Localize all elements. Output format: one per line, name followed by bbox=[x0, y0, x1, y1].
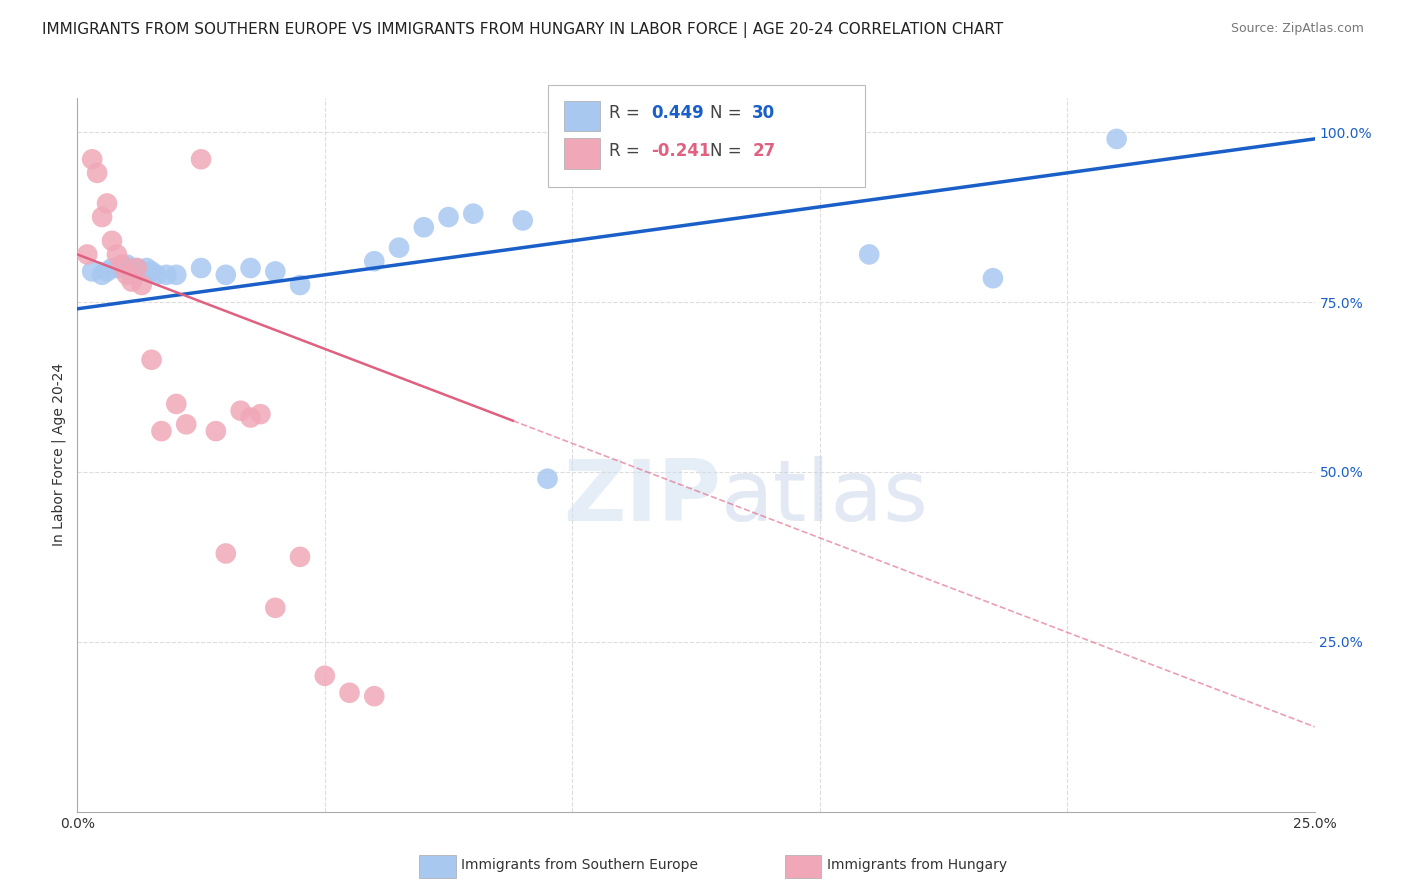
Point bbox=[239, 410, 262, 425]
Text: N =: N = bbox=[710, 104, 747, 122]
Text: Source: ZipAtlas.com: Source: ZipAtlas.com bbox=[1230, 22, 1364, 36]
Point bbox=[82, 153, 104, 167]
Text: atlas: atlas bbox=[721, 456, 929, 540]
Point bbox=[536, 472, 558, 486]
Point bbox=[412, 220, 434, 235]
Point bbox=[205, 424, 228, 438]
Point bbox=[981, 271, 1004, 285]
Text: N =: N = bbox=[710, 142, 747, 160]
Point bbox=[229, 403, 252, 417]
Point bbox=[314, 669, 336, 683]
Point bbox=[190, 260, 212, 275]
Point bbox=[363, 254, 385, 268]
Point bbox=[96, 196, 118, 211]
Text: -0.241: -0.241 bbox=[651, 142, 710, 160]
Point bbox=[141, 264, 163, 278]
Point bbox=[105, 260, 128, 275]
Point bbox=[239, 260, 262, 275]
Point bbox=[76, 247, 98, 261]
Point bbox=[512, 213, 534, 227]
Point bbox=[135, 260, 157, 275]
Text: R =: R = bbox=[609, 104, 645, 122]
Point bbox=[111, 258, 134, 272]
Point bbox=[165, 268, 187, 282]
Point bbox=[82, 264, 104, 278]
Point bbox=[1105, 132, 1128, 146]
Point bbox=[264, 600, 287, 615]
Text: 30: 30 bbox=[752, 104, 775, 122]
Point bbox=[125, 260, 148, 275]
Text: 27: 27 bbox=[752, 142, 776, 160]
Point bbox=[131, 278, 153, 293]
Point bbox=[121, 275, 143, 289]
Point bbox=[249, 407, 271, 421]
Point bbox=[858, 247, 880, 261]
Text: Immigrants from Southern Europe: Immigrants from Southern Europe bbox=[461, 858, 699, 872]
Point bbox=[165, 397, 187, 411]
Point bbox=[141, 352, 163, 367]
Point bbox=[463, 207, 485, 221]
Point bbox=[86, 166, 108, 180]
Point bbox=[91, 268, 114, 282]
Point bbox=[115, 268, 138, 282]
Point bbox=[437, 210, 460, 224]
Point bbox=[121, 260, 143, 275]
Point bbox=[174, 417, 197, 432]
Point bbox=[101, 234, 124, 248]
Point bbox=[288, 278, 311, 293]
Text: IMMIGRANTS FROM SOUTHERN EUROPE VS IMMIGRANTS FROM HUNGARY IN LABOR FORCE | AGE : IMMIGRANTS FROM SOUTHERN EUROPE VS IMMIG… bbox=[42, 22, 1004, 38]
Point bbox=[190, 153, 212, 167]
Point bbox=[155, 268, 177, 282]
Point bbox=[131, 264, 153, 278]
Point bbox=[91, 210, 114, 224]
Point bbox=[264, 264, 287, 278]
Point bbox=[388, 241, 411, 255]
Point bbox=[115, 258, 138, 272]
Point bbox=[105, 247, 128, 261]
Point bbox=[363, 689, 385, 703]
Point bbox=[111, 260, 134, 275]
Y-axis label: In Labor Force | Age 20-24: In Labor Force | Age 20-24 bbox=[52, 363, 66, 547]
Point bbox=[215, 546, 238, 560]
Point bbox=[125, 260, 148, 275]
Point bbox=[339, 686, 361, 700]
Point bbox=[145, 268, 167, 282]
Point bbox=[288, 549, 311, 564]
Point bbox=[101, 260, 124, 275]
Point bbox=[96, 264, 118, 278]
Text: R =: R = bbox=[609, 142, 645, 160]
Text: Immigrants from Hungary: Immigrants from Hungary bbox=[827, 858, 1007, 872]
Text: ZIP: ZIP bbox=[562, 456, 721, 540]
Point bbox=[215, 268, 238, 282]
Text: 0.449: 0.449 bbox=[651, 104, 704, 122]
Point bbox=[150, 424, 173, 438]
